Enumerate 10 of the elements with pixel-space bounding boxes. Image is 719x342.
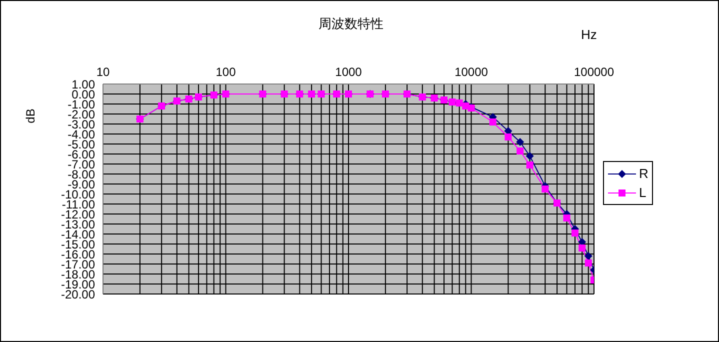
- x-tick-label: 10: [96, 65, 110, 79]
- legend-label: R: [639, 166, 648, 181]
- x-tick-label: 100: [216, 65, 236, 79]
- chart-title: 周波数特性: [318, 16, 384, 31]
- legend-label: L: [639, 185, 646, 200]
- y-axis-title: dB: [23, 108, 38, 124]
- x-axis-title: Hz: [581, 27, 597, 42]
- x-tick-label: 100000: [574, 65, 614, 79]
- x-tick-label: 10000: [454, 65, 488, 79]
- x-tick-label: 1000: [335, 65, 362, 79]
